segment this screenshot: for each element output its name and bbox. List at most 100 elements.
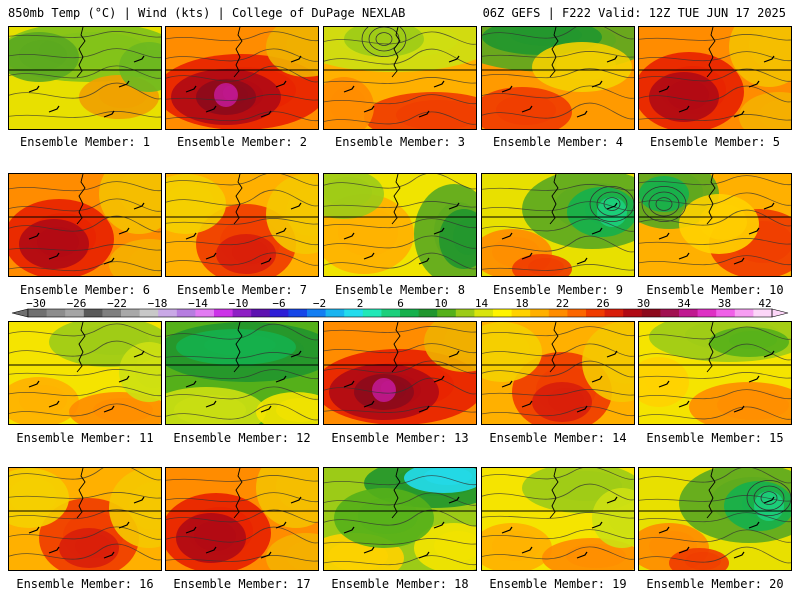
- ensemble-member-map: [638, 26, 792, 130]
- colorbar-segment: [455, 309, 475, 317]
- temperature-field: [166, 27, 318, 129]
- temperature-field: [9, 27, 161, 119]
- ensemble-member-label: Ensemble Member: 15: [646, 431, 784, 445]
- ensemble-member-map: [638, 173, 792, 277]
- colorbar-tick-label: 22: [556, 297, 569, 310]
- temperature-field: [166, 322, 318, 424]
- ensemble-member-label: Ensemble Member: 4: [492, 135, 624, 149]
- ensemble-member-map: [323, 321, 477, 425]
- ensemble-member-map: [165, 321, 319, 425]
- colorbar-segment: [195, 309, 215, 317]
- temperature-field: [482, 174, 634, 276]
- ensemble-member-label: Ensemble Member: 19: [489, 577, 627, 591]
- ensemble-member-map: [481, 321, 635, 425]
- ensemble-member-label: Ensemble Member: 2: [176, 135, 308, 149]
- colorbar-segment: [567, 309, 587, 317]
- colorbar-max-arrow: [771, 308, 789, 318]
- colorbar-tick-label: −6: [272, 297, 285, 310]
- temperature-field: [482, 322, 634, 424]
- ensemble-member-map: [165, 173, 319, 277]
- temperature-field: [324, 322, 476, 424]
- colorbar-segment: [381, 309, 401, 317]
- ensemble-member-map: [8, 173, 162, 277]
- colorbar-tick-label: −30: [26, 297, 46, 310]
- colorbar-segment: [716, 309, 736, 317]
- colorbar-segment: [121, 309, 141, 317]
- ensemble-member-map: [323, 467, 477, 571]
- ensemble-member-label: Ensemble Member: 11: [16, 431, 154, 445]
- colorbar-segment: [660, 309, 680, 317]
- colorbar-segment: [753, 309, 773, 317]
- colorbar-segment: [176, 309, 196, 317]
- ensemble-member-label: Ensemble Member: 12: [173, 431, 311, 445]
- ensemble-member-label: Ensemble Member: 7: [176, 283, 308, 297]
- colorbar-segment: [28, 309, 48, 317]
- map-title: 850mb Temp (°C) | Wind (kts) | College o…: [8, 6, 406, 20]
- colorbar-segment: [437, 309, 457, 317]
- ensemble-member-label: Ensemble Member: 9: [492, 283, 624, 297]
- temperature-field: [639, 468, 791, 570]
- ensemble-member-label: Ensemble Member: 8: [334, 283, 466, 297]
- colorbar-segment: [83, 309, 103, 317]
- temperature-field: [166, 468, 318, 570]
- colorbar-tick-label: 30: [637, 297, 650, 310]
- colorbar-segment: [697, 309, 717, 317]
- temperature-field: [482, 468, 634, 570]
- temperature-field: [639, 27, 791, 129]
- ensemble-member-map: [323, 26, 477, 130]
- colorbar-tick-label: 10: [434, 297, 447, 310]
- temperature-field: [324, 27, 476, 129]
- ensemble-member-label: Ensemble Member: 20: [646, 577, 784, 591]
- colorbar-tick-label: 34: [677, 297, 691, 310]
- colorbar-tick-label: −10: [229, 297, 249, 310]
- temperature-field: [639, 174, 791, 276]
- ensemble-member-map: [8, 321, 162, 425]
- colorbar-segment: [511, 309, 531, 317]
- ensemble-member-label: Ensemble Member: 17: [173, 577, 311, 591]
- temperature-field: [482, 27, 634, 129]
- colorbar-tick-label: −26: [67, 297, 87, 310]
- colorbar-segment: [362, 309, 382, 317]
- ensemble-member-label: Ensemble Member: 18: [331, 577, 469, 591]
- model-valid-time: 06Z GEFS | F222 Valid: 12Z TUE JUN 17 20…: [482, 6, 786, 20]
- ensemble-member-map: [481, 26, 635, 130]
- temperature-field: [9, 174, 161, 276]
- ensemble-member-label: Ensemble Member: 1: [19, 135, 151, 149]
- ensemble-member-label: Ensemble Member: 6: [19, 283, 151, 297]
- colorbar-segment: [641, 309, 661, 317]
- colorbar-segment: [604, 309, 624, 317]
- ensemble-member-map: [165, 26, 319, 130]
- colorbar-segment: [288, 309, 308, 317]
- colorbar-segment: [214, 309, 234, 317]
- colorbar-segment: [251, 309, 271, 317]
- colorbar-tick-label: −18: [148, 297, 168, 310]
- ensemble-member-label: Ensemble Member: 10: [646, 283, 784, 297]
- temperature-field: [166, 174, 318, 276]
- ensemble-member-map: [481, 467, 635, 571]
- ensemble-member-map: [165, 467, 319, 571]
- temperature-field: [9, 468, 161, 570]
- colorbar-tick-label: 6: [397, 297, 404, 310]
- colorbar-segment: [344, 309, 364, 317]
- colorbar-tick-label: 42: [758, 297, 771, 310]
- colorbar-segment: [586, 309, 606, 317]
- ensemble-member-map: [481, 173, 635, 277]
- colorbar-segment: [269, 309, 289, 317]
- colorbar-segment: [623, 309, 643, 317]
- colorbar-segment: [158, 309, 178, 317]
- colorbar-segment: [102, 309, 122, 317]
- colorbar-segment: [307, 309, 327, 317]
- temperature-field: [324, 174, 476, 276]
- ensemble-member-map: [8, 26, 162, 130]
- colorbar-tick-label: 18: [515, 297, 528, 310]
- ensemble-member-label: Ensemble Member: 14: [489, 431, 627, 445]
- colorbar-segment: [734, 309, 754, 317]
- colorbar-tick-label: 38: [718, 297, 731, 310]
- colorbar-segment: [139, 309, 159, 317]
- colorbar-segment: [548, 309, 568, 317]
- colorbar-tick-label: 14: [475, 297, 489, 310]
- ensemble-member-map: [638, 467, 792, 571]
- temperature-field: [639, 322, 791, 424]
- temperature-field: [9, 322, 161, 424]
- temperature-colorbar: −30 −26 −22 −18 −14 −10 −6 −2 2 6 10 14 18 22 26 30 34 38…: [11, 297, 789, 318]
